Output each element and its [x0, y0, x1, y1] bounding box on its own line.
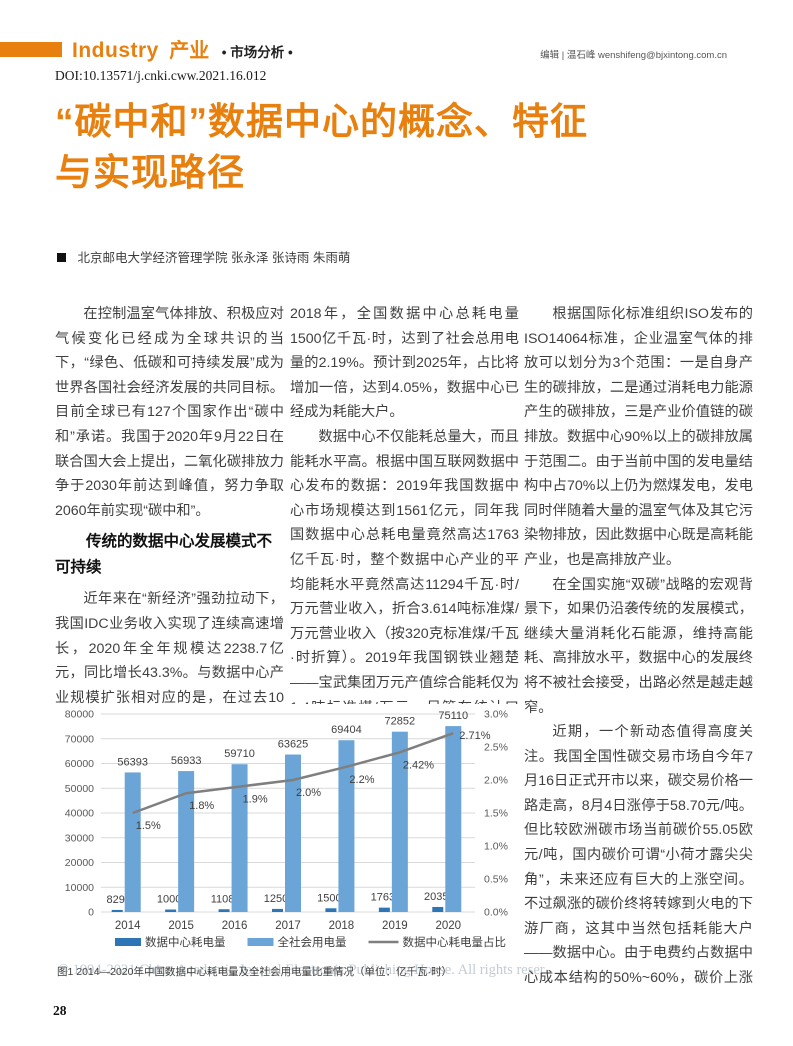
- line-point-label: 2.71%: [459, 730, 490, 742]
- x-tick: 2015: [168, 920, 194, 932]
- figure1-chart: 0 10000 20000 30000 40000 50000 60000 70000 8000…: [55, 700, 521, 956]
- y-left-tick: 30000: [65, 832, 94, 844]
- bar-value-label: 1250: [264, 893, 288, 905]
- y-right-tick: 2.5%: [484, 742, 508, 754]
- page-number: 28: [53, 1003, 67, 1018]
- section-heading-1: 传统的数据中心发展模式不可持续: [55, 533, 273, 577]
- legend-swatch: [115, 938, 141, 946]
- byline-text: 北京邮电大学经济管理学院 张永泽 张诗雨 朱雨萌: [77, 251, 351, 265]
- bar-value-label: 69404: [331, 724, 362, 736]
- bar-total-2019: [391, 731, 408, 912]
- y-left-tick: 60000: [65, 758, 94, 770]
- bar-total-2015: [178, 771, 195, 912]
- article-title: “碳中和”数据中心的概念、特征 与实现路径: [55, 96, 735, 198]
- y-left-tick: 70000: [65, 733, 94, 745]
- figure1-caption: 图1 2014—2020年中国数据中心耗电量及全社会用电量比重情况（单位：亿千瓦…: [57, 966, 452, 978]
- text-column-3: 根据国际化标准组织ISO发布的ISO14064标准，企业温室气体的排放可以划分为…: [524, 302, 753, 992]
- legend-label: 数据中心耗电量占比: [403, 935, 507, 949]
- text-column-1: 在控制温室气体排放、积极应对气候变化已经成为全球共识的当下，“绿色、低碳和可持续…: [55, 302, 284, 704]
- legend-label: 全社会用电量: [278, 935, 347, 949]
- paragraph: 数据中心不仅能耗总量大，而且能耗水平高。根据中国互联网数据中心发布的数据：201…: [290, 428, 519, 704]
- y-right-tick: 0.0%: [484, 907, 508, 919]
- line-point-label: 1.9%: [243, 794, 268, 806]
- bar-value-label: 1763: [371, 892, 395, 904]
- header-section-line: Industry 产业 • 市场分析 •: [72, 34, 293, 63]
- bar-value-label: 56393: [117, 756, 148, 768]
- bar-datacenter-2019: [378, 907, 390, 912]
- bar-value-label: 2035: [424, 891, 448, 903]
- bar-value-label: 1108: [211, 893, 235, 905]
- bar-value-label: 1000: [157, 894, 181, 906]
- y-left-tick: 40000: [65, 808, 94, 820]
- header-accent-bar: [0, 42, 62, 57]
- section-name-cn: 产业: [169, 40, 210, 62]
- publisher-watermark: © 1994-2021 China Academic Journal Elect…: [58, 962, 545, 978]
- bar-datacenter-2017: [272, 908, 283, 912]
- section-name-en: Industry: [72, 39, 159, 62]
- y-right-tick: 2.0%: [484, 775, 508, 787]
- y-right-tick: 0.5%: [484, 874, 508, 886]
- text-column-2: 2018年，全国数据中心总耗电量1500亿千瓦·时，达到了社会总用电量的2.19…: [290, 302, 519, 704]
- bar-value-label: 75110: [438, 710, 468, 722]
- bar-datacenter-2014: [111, 909, 123, 912]
- bar-total-2016: [231, 764, 248, 912]
- legend-swatch: [247, 938, 274, 946]
- x-tick: 2014: [115, 920, 141, 932]
- paragraph: 近期，一个新动态值得高度关注。我国全国性碳交易市场自今年7月16日正式开市以来，…: [524, 724, 753, 987]
- y-left-tick: 50000: [65, 783, 94, 795]
- byline-square-icon: [57, 253, 66, 262]
- x-tick: 2017: [275, 920, 301, 932]
- y-right-tick: 1.0%: [484, 841, 508, 853]
- line-pct-share: [132, 731, 454, 815]
- x-tick: 2020: [435, 920, 461, 932]
- line-point-label: 2.42%: [403, 759, 434, 771]
- y-left-tick: 80000: [65, 709, 94, 721]
- bar-value-label: 829: [107, 894, 125, 906]
- byline: 北京邮电大学经济管理学院 张永泽 张诗雨 朱雨萌: [57, 247, 350, 266]
- article-title-line2: 与实现路径: [55, 152, 245, 193]
- bar-value-label: 59710: [224, 748, 255, 760]
- editor-contact: 编辑 | 温石峰 wenshifeng@bjxintong.com.cn: [540, 50, 727, 61]
- y-right-tick: 3.0%: [484, 709, 508, 721]
- bar-value-label: 63625: [278, 739, 309, 751]
- line-point-label: 1.5%: [136, 820, 161, 832]
- bar-value-label: 1500: [317, 892, 341, 904]
- y-right-tick: 1.5%: [484, 808, 508, 820]
- bar-datacenter-2020: [432, 906, 444, 912]
- x-tick: 2019: [382, 920, 408, 932]
- doi-text: DOI:10.13571/j.cnki.cww.2021.16.012: [55, 68, 267, 83]
- bar-total-2020: [445, 726, 462, 912]
- line-point-label: 2.2%: [349, 774, 374, 786]
- subsection-label: • 市场分析 •: [221, 45, 293, 60]
- bar-total-2014: [124, 772, 141, 912]
- paragraph: 在控制温室气体排放、积极应对气候变化已经成为全球共识的当下，“绿色、低碳和可持续…: [55, 306, 284, 519]
- y-left-tick: 0: [88, 907, 94, 919]
- paragraph: 近年来在“新经济”强劲拉动下，我国IDC业务收入实现了连续高速增长，2020年全…: [55, 591, 284, 704]
- y-left-tick: 10000: [65, 882, 94, 894]
- bar-datacenter-2018: [325, 908, 337, 912]
- article-title-line1: “碳中和”数据中心的概念、特征: [55, 101, 588, 142]
- bar-value-label: 72852: [385, 716, 416, 728]
- bar-datacenter-2015: [165, 909, 177, 912]
- line-point-label: 2.0%: [296, 787, 321, 799]
- bar-total-2017: [285, 754, 301, 912]
- bar-value-label: 56933: [171, 755, 202, 767]
- paragraph: 2018年，全国数据中心总耗电量1500亿千瓦·时，达到了社会总用电量的2.19…: [290, 306, 519, 421]
- y-left-tick: 20000: [65, 857, 94, 869]
- x-tick: 2018: [329, 920, 355, 932]
- line-point-label: 1.8%: [189, 800, 214, 812]
- legend-label: 数据中心耗电量: [145, 935, 226, 949]
- bar-datacenter-2016: [218, 909, 230, 912]
- bar-line-chart: 0 10000 20000 30000 40000 50000 60000 70000 8000…: [65, 709, 508, 950]
- paragraph: 根据国际化标准组织ISO发布的ISO14064标准，企业温室气体的排放可以划分为…: [524, 306, 753, 568]
- bar-total-2018: [338, 740, 355, 912]
- paragraph: 在全国实施“双碳”战略的宏观背景下，如果仍沿袭传统的发展模式，继续大量消耗化石能…: [524, 576, 753, 716]
- x-tick: 2016: [222, 920, 248, 932]
